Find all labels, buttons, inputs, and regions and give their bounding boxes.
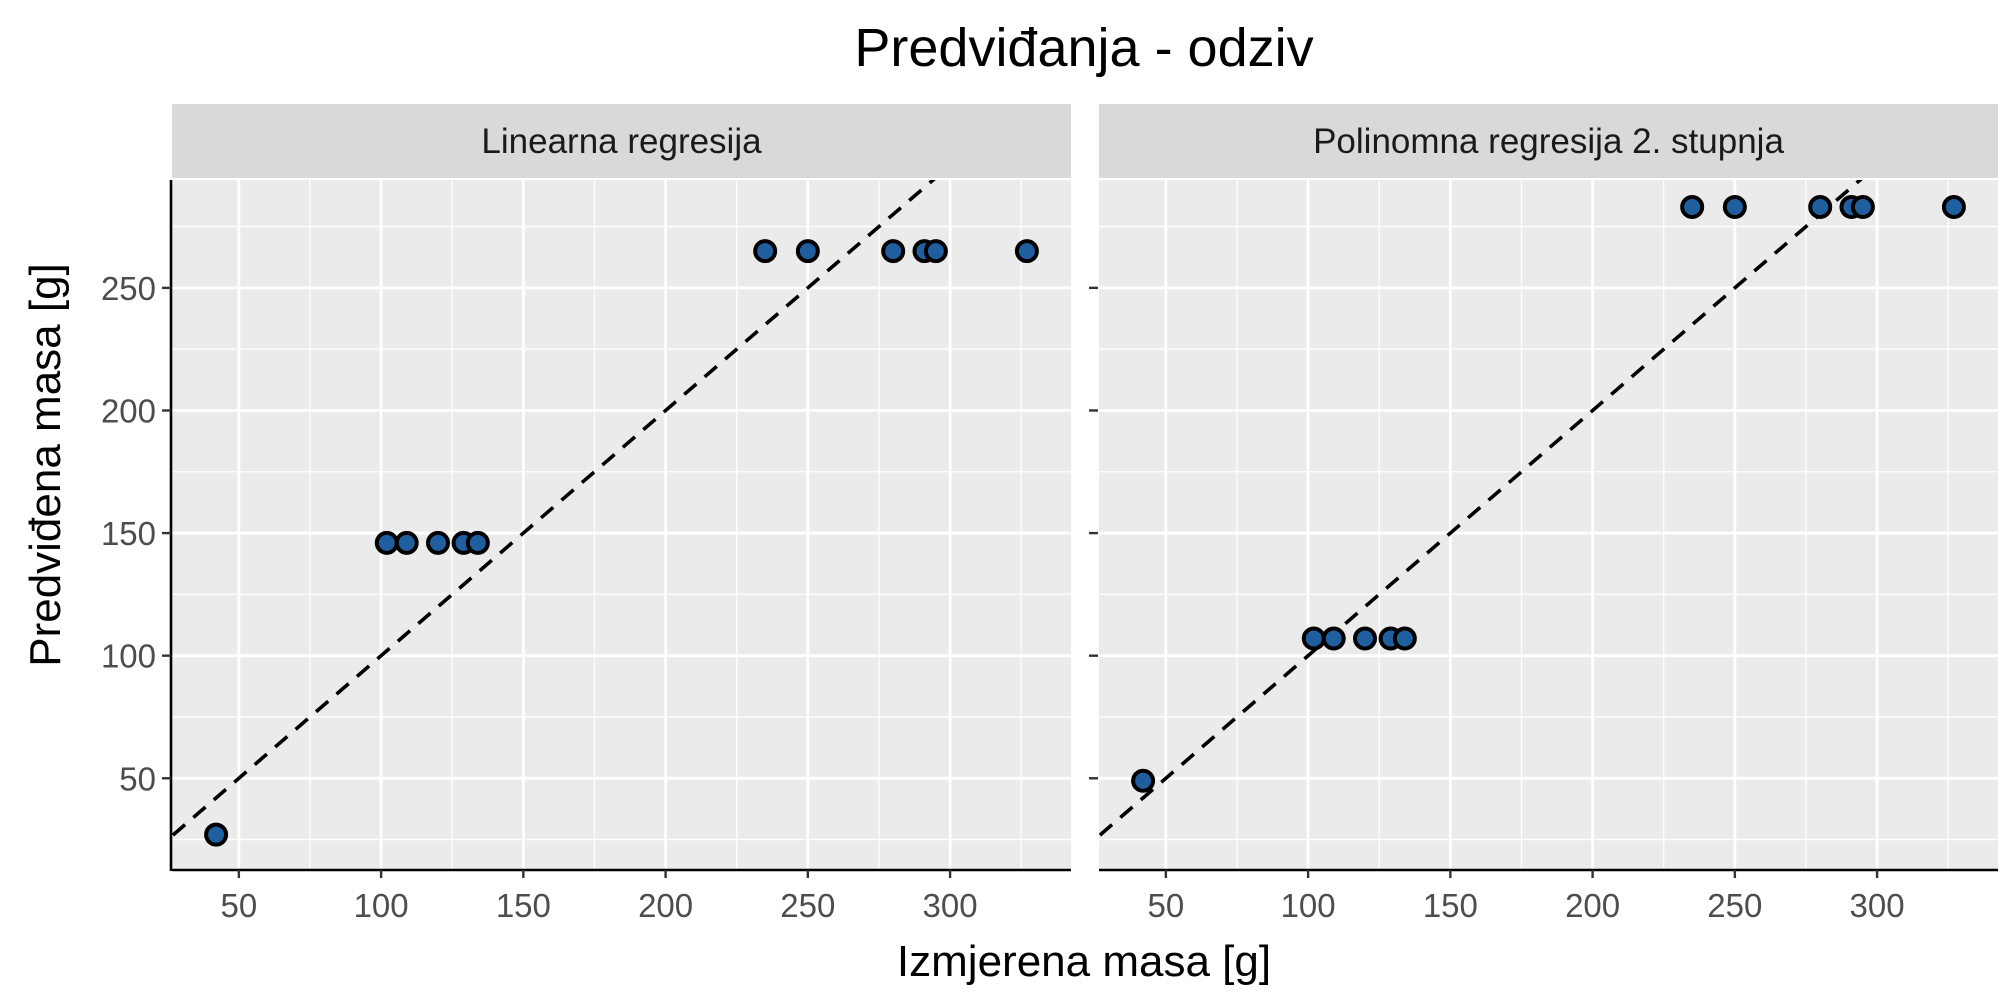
x-tick-label: 50 (1147, 887, 1184, 924)
x-tick-label: 250 (1707, 887, 1762, 924)
x-tick-label: 150 (496, 887, 551, 924)
data-point (881, 239, 906, 264)
y-tick-label: 200 (101, 392, 156, 429)
plot-background (172, 180, 1071, 869)
x-tick-label: 300 (923, 887, 978, 924)
x-tick-label: 50 (220, 887, 257, 924)
y-tick-label: 50 (119, 760, 156, 797)
data-point (1722, 194, 1747, 219)
x-tick-label: 250 (780, 887, 835, 924)
facet-strip-label: Linearna regresija (481, 122, 762, 161)
data-point (1680, 194, 1705, 219)
data-point (204, 822, 229, 847)
y-tick-label: 250 (101, 270, 156, 307)
y-tick-label: 100 (101, 638, 156, 675)
x-axis-title: Izmjerena masa [g] (897, 937, 1271, 986)
data-point (465, 530, 490, 555)
data-point (374, 530, 399, 555)
data-point (394, 530, 419, 555)
x-tick-label: 300 (1850, 887, 1905, 924)
x-tick-label: 100 (354, 887, 409, 924)
x-tick-label: 100 (1281, 887, 1336, 924)
y-tick-label: 150 (101, 515, 156, 552)
x-tick-label: 200 (638, 887, 693, 924)
data-point (1321, 626, 1346, 651)
panel-2: Polinomna regresija 2. stupnja 50 100 150 20… (1089, 104, 1998, 924)
facet-strip-label: Polinomna regresija 2. stupnja (1313, 122, 1784, 161)
reference-line (1099, 180, 1863, 839)
x-tick-label: 150 (1423, 887, 1478, 924)
data-point (1353, 626, 1378, 651)
x-tick-label: 200 (1565, 887, 1620, 924)
data-point (1941, 194, 1966, 219)
chart-title: Predviđanja - odziv (854, 18, 1313, 78)
facet-strip (1099, 104, 1998, 178)
data-point (753, 239, 778, 264)
data-point (1808, 194, 1833, 219)
data-point (1392, 626, 1417, 651)
data-point (1850, 194, 1875, 219)
data-point (795, 239, 820, 264)
data-point (1014, 239, 1039, 264)
y-axis-title: Predviđena masa [g] (21, 263, 70, 667)
facet-strip (172, 104, 1071, 178)
plot-background (1099, 180, 1998, 869)
data-point (426, 530, 451, 555)
data-point (923, 239, 948, 264)
data-point (1131, 768, 1156, 793)
reference-line (172, 180, 936, 839)
panel-1: Linearna regresija 50 100 150 200 250 300 50 100… (101, 104, 1071, 924)
panels-layer: Linearna regresija 50 100 150 200 250 300 50 100… (101, 104, 1998, 924)
data-point (1301, 626, 1326, 651)
